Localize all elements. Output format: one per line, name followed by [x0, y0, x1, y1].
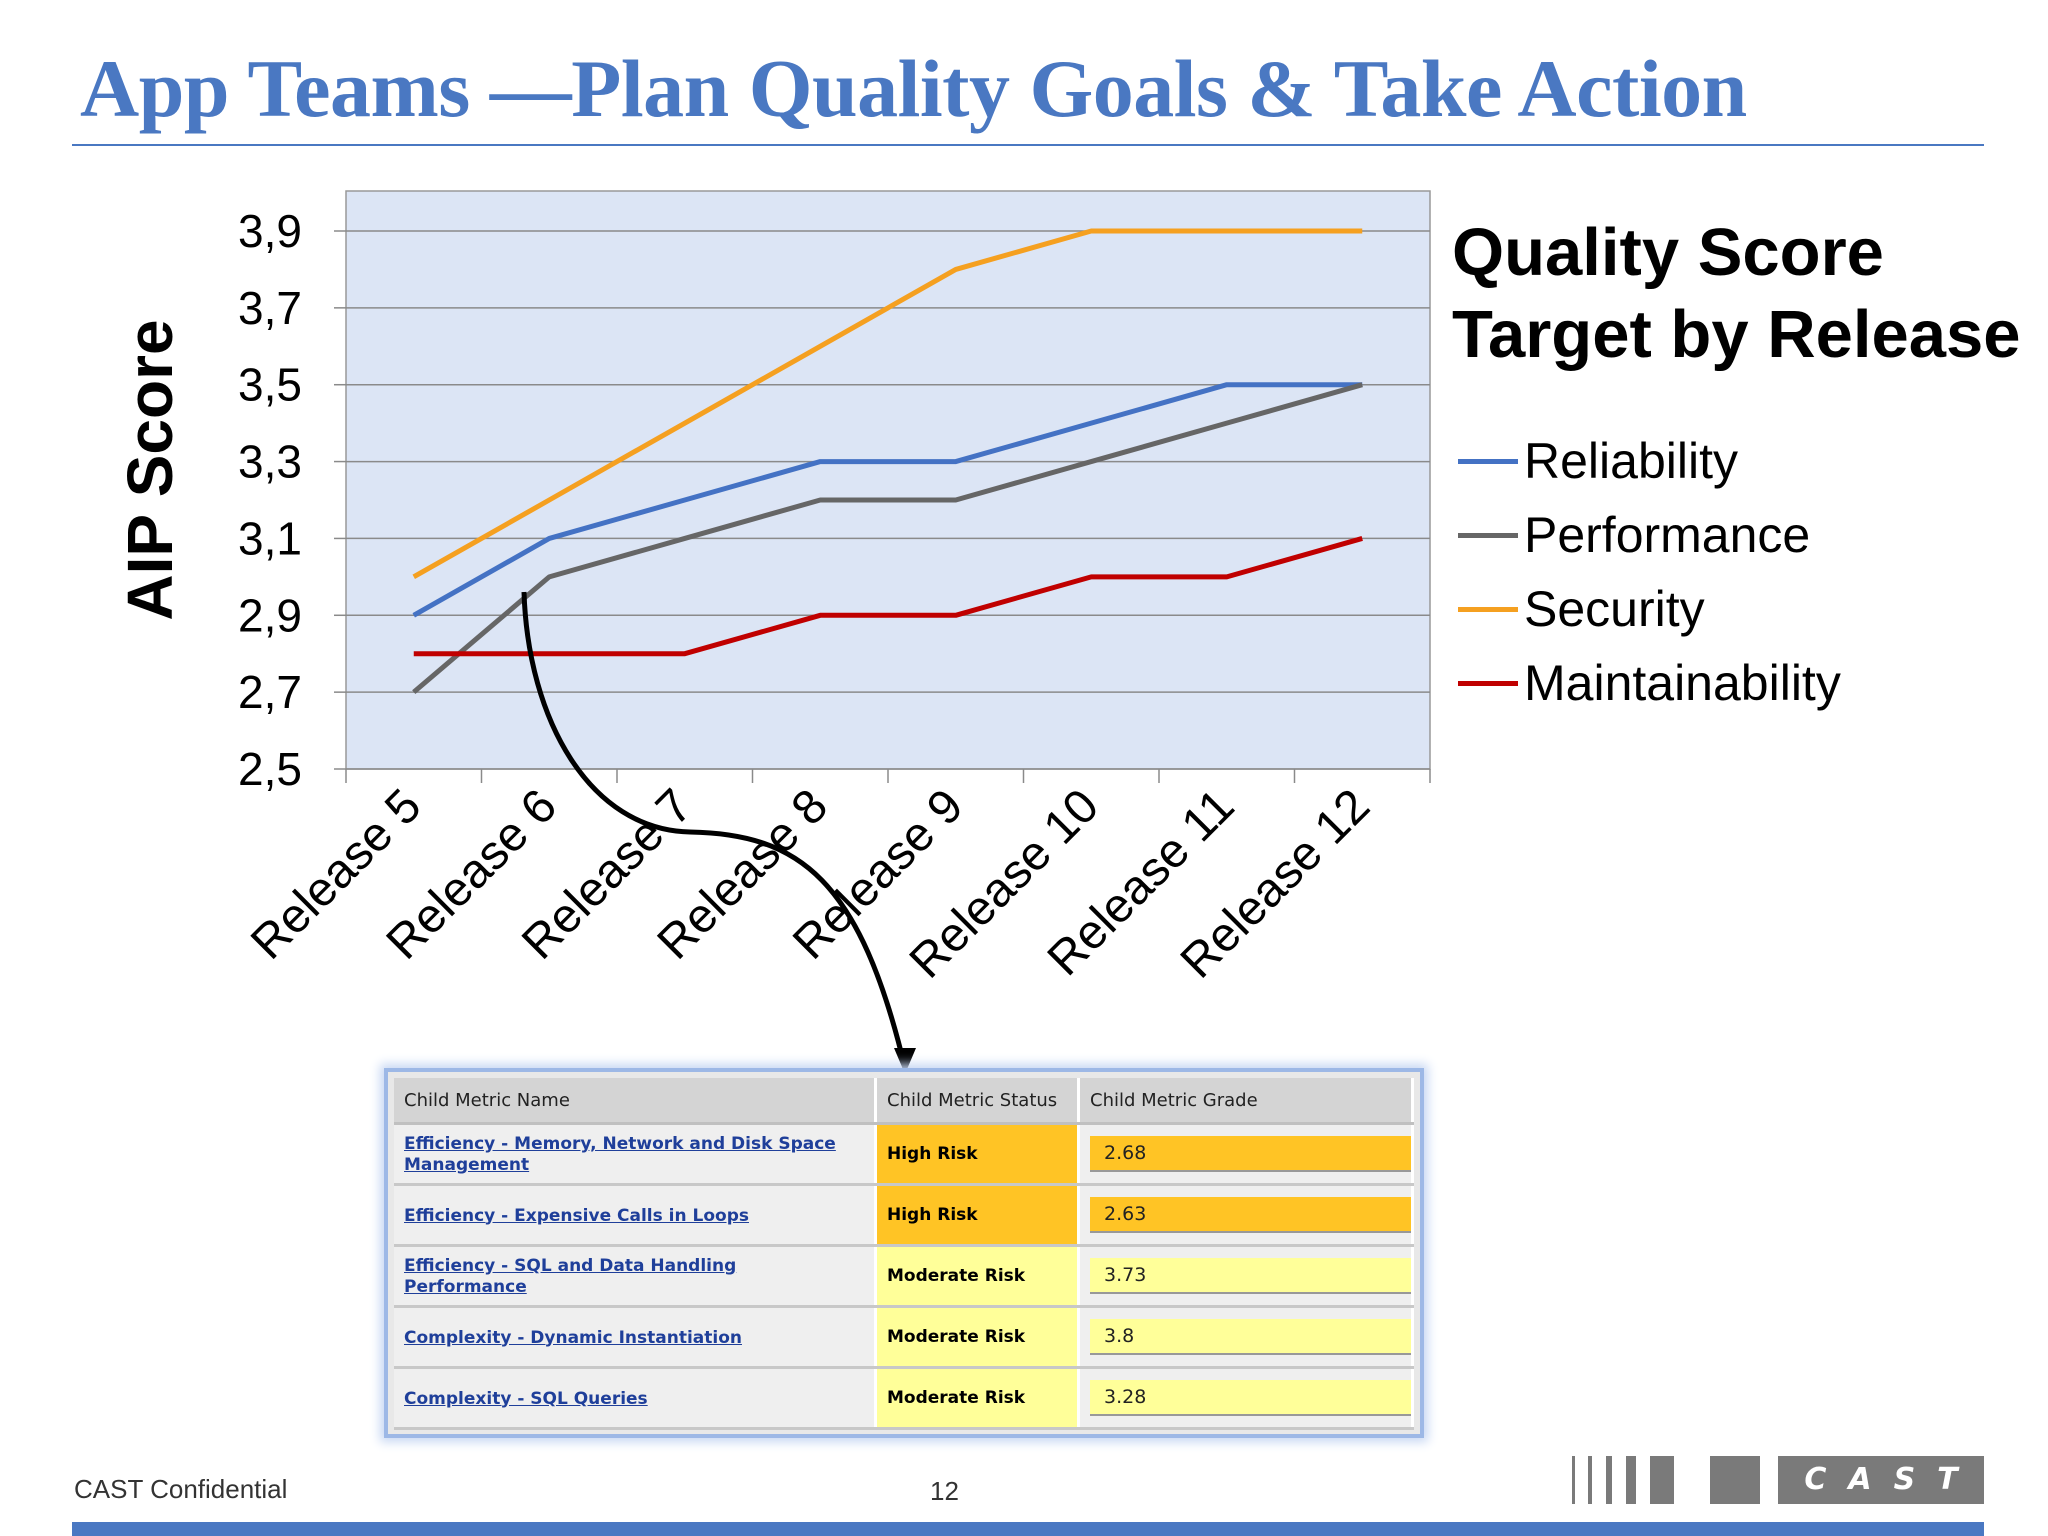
column-header-grade: Child Metric Grade: [1078, 1078, 1414, 1125]
metric-status: High Risk: [875, 1123, 1080, 1186]
table-header-row: Child Metric Name Child Metric Status Ch…: [394, 1078, 1414, 1125]
series-line-reliability: [412, 382, 1363, 618]
metric-grade-cell: 3.28: [1078, 1367, 1414, 1430]
legend-swatch: [1458, 532, 1518, 538]
metric-name-cell: Complexity - SQL Queries: [394, 1367, 877, 1430]
metric-grade: 3.8: [1090, 1319, 1411, 1355]
confidential-label: CAST Confidential: [74, 1474, 288, 1504]
legend-title: Quality Score Target by Release: [1452, 215, 2021, 372]
metric-grade-cell: 3.8: [1078, 1306, 1414, 1369]
footer-bar: [72, 1522, 1984, 1536]
child-metrics-table: Child Metric Name Child Metric Status Ch…: [394, 1078, 1414, 1430]
series-line-security: [412, 228, 1363, 580]
y-tick-label: 3,9: [238, 205, 302, 257]
legend-label: Performance: [1524, 507, 1811, 563]
metric-status: Moderate Risk: [875, 1367, 1080, 1430]
legend-item-reliability: Reliability: [1458, 424, 1841, 498]
column-header-name: Child Metric Name: [394, 1078, 877, 1125]
quality-score-chart: 2,52,72,93,13,33,53,73,9 Release 5Releas…: [238, 190, 1431, 1074]
metric-name-link[interactable]: Efficiency - Memory, Network and Disk Sp…: [404, 1134, 836, 1175]
series-line-maintainability: [413, 536, 1363, 657]
metric-grade-cell: 2.68: [1078, 1123, 1414, 1186]
metric-name-cell: Efficiency - Expensive Calls in Loops: [394, 1184, 877, 1247]
table-row: Efficiency - SQL and Data Handling Perfo…: [394, 1245, 1414, 1308]
metric-name-link[interactable]: Complexity - SQL Queries: [404, 1388, 648, 1409]
callout-arrow: [521, 591, 916, 1074]
metric-grade: 2.63: [1090, 1197, 1411, 1233]
legend-swatch: [1458, 606, 1518, 612]
y-tick-label: 3,7: [238, 282, 302, 334]
table-row: Efficiency - Memory, Network and Disk Sp…: [394, 1123, 1414, 1186]
table-row: Efficiency - Expensive Calls in Loops Hig…: [394, 1184, 1414, 1247]
series-line-performance: [412, 382, 1363, 695]
legend-item-maintainability: Maintainability: [1458, 646, 1841, 720]
logo-text: CAST: [1778, 1456, 1984, 1504]
metric-grade-cell: 2.63: [1078, 1184, 1414, 1247]
y-tick-label: 3,1: [238, 512, 302, 564]
metric-grade-cell: 3.73: [1078, 1245, 1414, 1308]
page-number: 12: [930, 1476, 959, 1506]
y-tick-label: 3,5: [238, 359, 302, 411]
page-title: App Teams —Plan Quality Goals & Take Act…: [80, 43, 1747, 134]
legend-item-performance: Performance: [1458, 498, 1841, 572]
child-metrics-panel: Child Metric Name Child Metric Status Ch…: [384, 1068, 1424, 1438]
metric-status: Moderate Risk: [875, 1306, 1080, 1369]
column-header-status: Child Metric Status: [875, 1078, 1080, 1125]
legend-label: Security: [1524, 581, 1705, 637]
y-axis-label: AIP Score: [114, 319, 186, 621]
legend-swatch: [1458, 680, 1518, 686]
metric-name-cell: Complexity - Dynamic Instantiation: [394, 1306, 877, 1369]
y-tick-label: 3,3: [238, 436, 302, 488]
metric-name-link[interactable]: Complexity - Dynamic Instantiation: [404, 1327, 742, 1348]
metric-grade: 3.73: [1090, 1258, 1411, 1294]
y-tick-label: 2,5: [238, 743, 302, 795]
metric-name-cell: Efficiency - SQL and Data Handling Perfo…: [394, 1245, 877, 1308]
y-tick-label: 2,9: [238, 589, 302, 641]
y-tick-label: 2,7: [238, 666, 302, 718]
table-row: Complexity - Dynamic Instantiation Modera…: [394, 1306, 1414, 1369]
legend-item-security: Security: [1458, 572, 1841, 646]
legend-swatch: [1458, 458, 1518, 464]
metric-grade: 3.28: [1090, 1380, 1411, 1416]
legend-label: Reliability: [1524, 433, 1738, 489]
metric-status: Moderate Risk: [875, 1245, 1080, 1308]
table-row: Complexity - SQL Queries Moderate Risk 3.2…: [394, 1367, 1414, 1430]
metric-name-link[interactable]: Efficiency - Expensive Calls in Loops: [404, 1205, 749, 1226]
title-divider: [72, 144, 1984, 146]
metric-status: High Risk: [875, 1184, 1080, 1247]
metric-name-link[interactable]: Efficiency - SQL and Data Handling Perfo…: [404, 1256, 737, 1297]
cast-logo: CAST: [1572, 1456, 1984, 1504]
chart-legend: Reliability Performance Security Maintainab…: [1458, 424, 1841, 720]
legend-label: Maintainability: [1524, 655, 1841, 711]
plot-area: [345, 190, 1431, 770]
metric-grade: 2.68: [1090, 1136, 1411, 1172]
metric-name-cell: Efficiency - Memory, Network and Disk Sp…: [394, 1123, 877, 1186]
